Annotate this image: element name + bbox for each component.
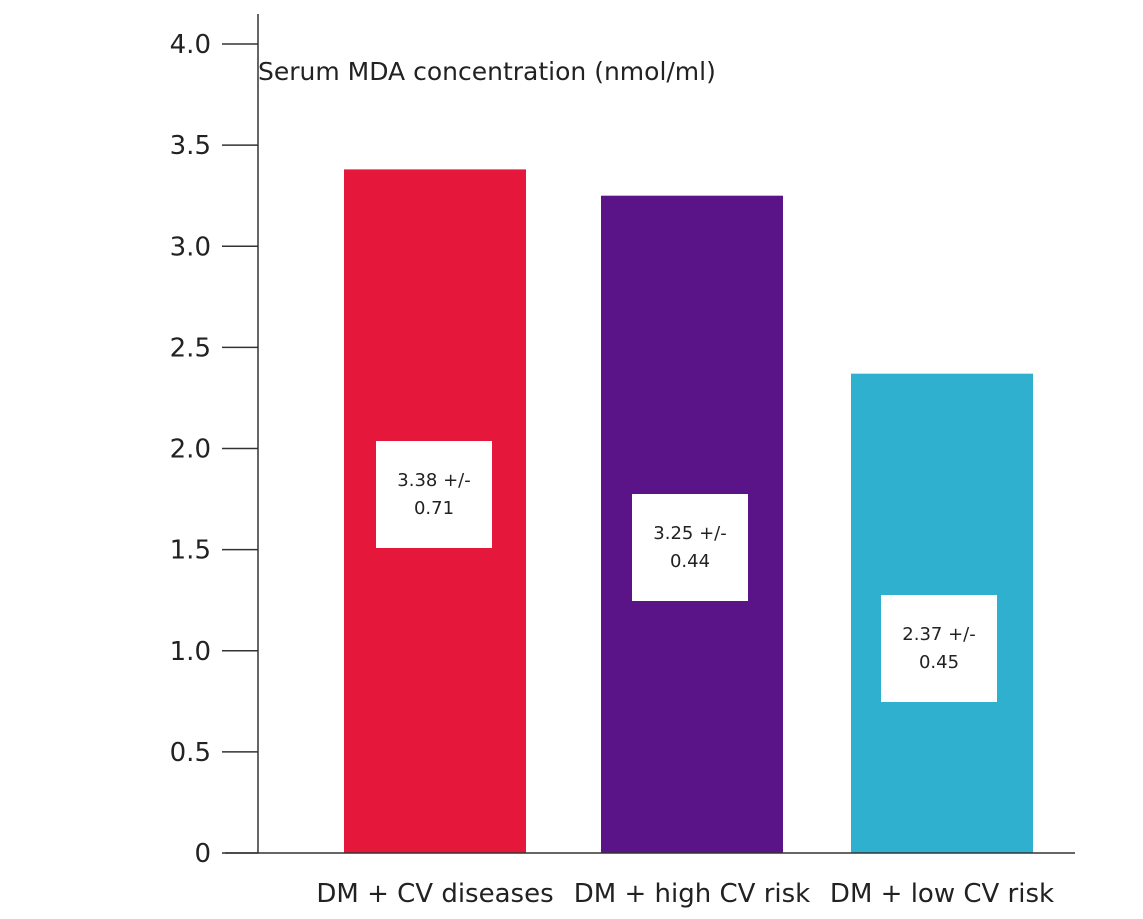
data-label-box [881, 595, 997, 702]
y-tick-label: 3.0 [170, 232, 211, 262]
data-label-text: 3.38 +/- [397, 470, 470, 491]
data-label: 2.37 +/- 0.45 [881, 595, 997, 702]
y-tick-label: 1.0 [170, 637, 211, 667]
data-label-text: 0.71 [414, 498, 454, 519]
y-axis: 0 0.5 1.0 1.5 2.0 2.5 3.0 3.5 4.0 DM + CV disease… [170, 14, 1075, 909]
data-label-text: 3.25 +/- [653, 523, 726, 544]
data-label-box [632, 494, 748, 601]
chart-title: Serum MDA concentration (nmol/ml) [258, 57, 716, 86]
data-label-box [376, 441, 492, 548]
data-label-text: 0.45 [919, 652, 959, 673]
data-label-text: 2.37 +/- [902, 624, 975, 645]
y-tick-label: 2.0 [170, 435, 211, 465]
y-tick-label: 3.5 [170, 131, 211, 161]
y-tick-label: 0 [194, 839, 211, 869]
y-tick-label: 0.5 [170, 738, 211, 768]
data-label: 3.38 +/- 0.71 [376, 441, 492, 548]
x-category-label: DM + low CV risk [830, 879, 1054, 909]
y-tick-label: 2.5 [170, 333, 211, 363]
data-label-text: 0.44 [670, 551, 710, 572]
data-label: 3.25 +/- 0.44 [632, 494, 748, 601]
x-category-label: DM + high CV risk [574, 879, 810, 909]
y-tick-label: 1.5 [170, 536, 211, 566]
y-tick-label: 4.0 [170, 30, 211, 60]
data-labels-layer: 3.38 +/- 0.71 3.25 +/- 0.44 2.37 +/- 0.45 [376, 441, 997, 702]
x-category-label: DM + CV diseases [316, 879, 553, 909]
